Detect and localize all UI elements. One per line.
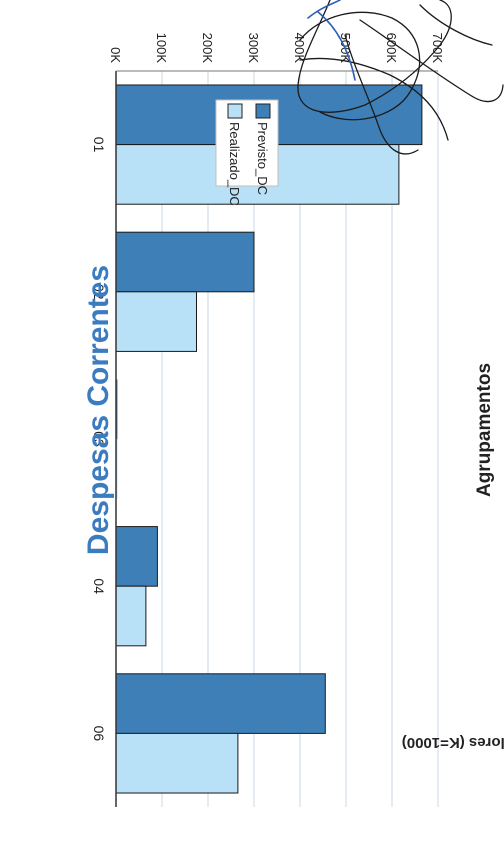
value-tick-label: 300K — [246, 33, 261, 64]
x-axis-label: Agrupamentos — [474, 363, 495, 497]
legend-label: Realizado_DC — [227, 122, 242, 206]
category-tick-label: 01 — [91, 137, 107, 153]
bar-Previsto_DC-02 — [115, 231, 255, 293]
category-tick-label: 03 — [91, 431, 107, 447]
value-tick-label: 200K — [200, 33, 215, 64]
legend-swatch — [255, 103, 271, 119]
legend-label: Previsto_DC — [255, 122, 270, 195]
value-tick-label: 400K — [292, 33, 307, 64]
category-tick-label: 06 — [91, 726, 107, 742]
value-tick-label: 0K — [108, 47, 123, 63]
bar-Realizado_DC-02 — [115, 291, 197, 352]
category-tick-labels: 01 02 03 04 06 — [91, 137, 107, 742]
bar-Previsto_DC-04 — [115, 526, 158, 587]
category-tick-label: 04 — [91, 578, 107, 594]
handwritten-signature — [297, 0, 504, 155]
value-tick-label: 100K — [154, 33, 169, 64]
bar-Realizado_DC-06 — [115, 732, 239, 794]
y-axis-label: Valores (K=1000) — [402, 734, 504, 751]
bar-Previsto_DC-06 — [115, 673, 326, 734]
legend-swatch — [227, 103, 243, 119]
legend: Previsto_DC Realizado_DC — [215, 99, 279, 206]
value-tick-label: 600K — [384, 33, 399, 64]
category-tick-label: 02 — [91, 284, 107, 300]
legend-box — [215, 99, 279, 187]
bar-Realizado_DC-04 — [115, 585, 147, 647]
chart-title: Despesas Correntes — [82, 265, 115, 555]
value-tick-labels: 0K 100K 200K 300K 400K 500K 600K 700K — [108, 33, 445, 64]
